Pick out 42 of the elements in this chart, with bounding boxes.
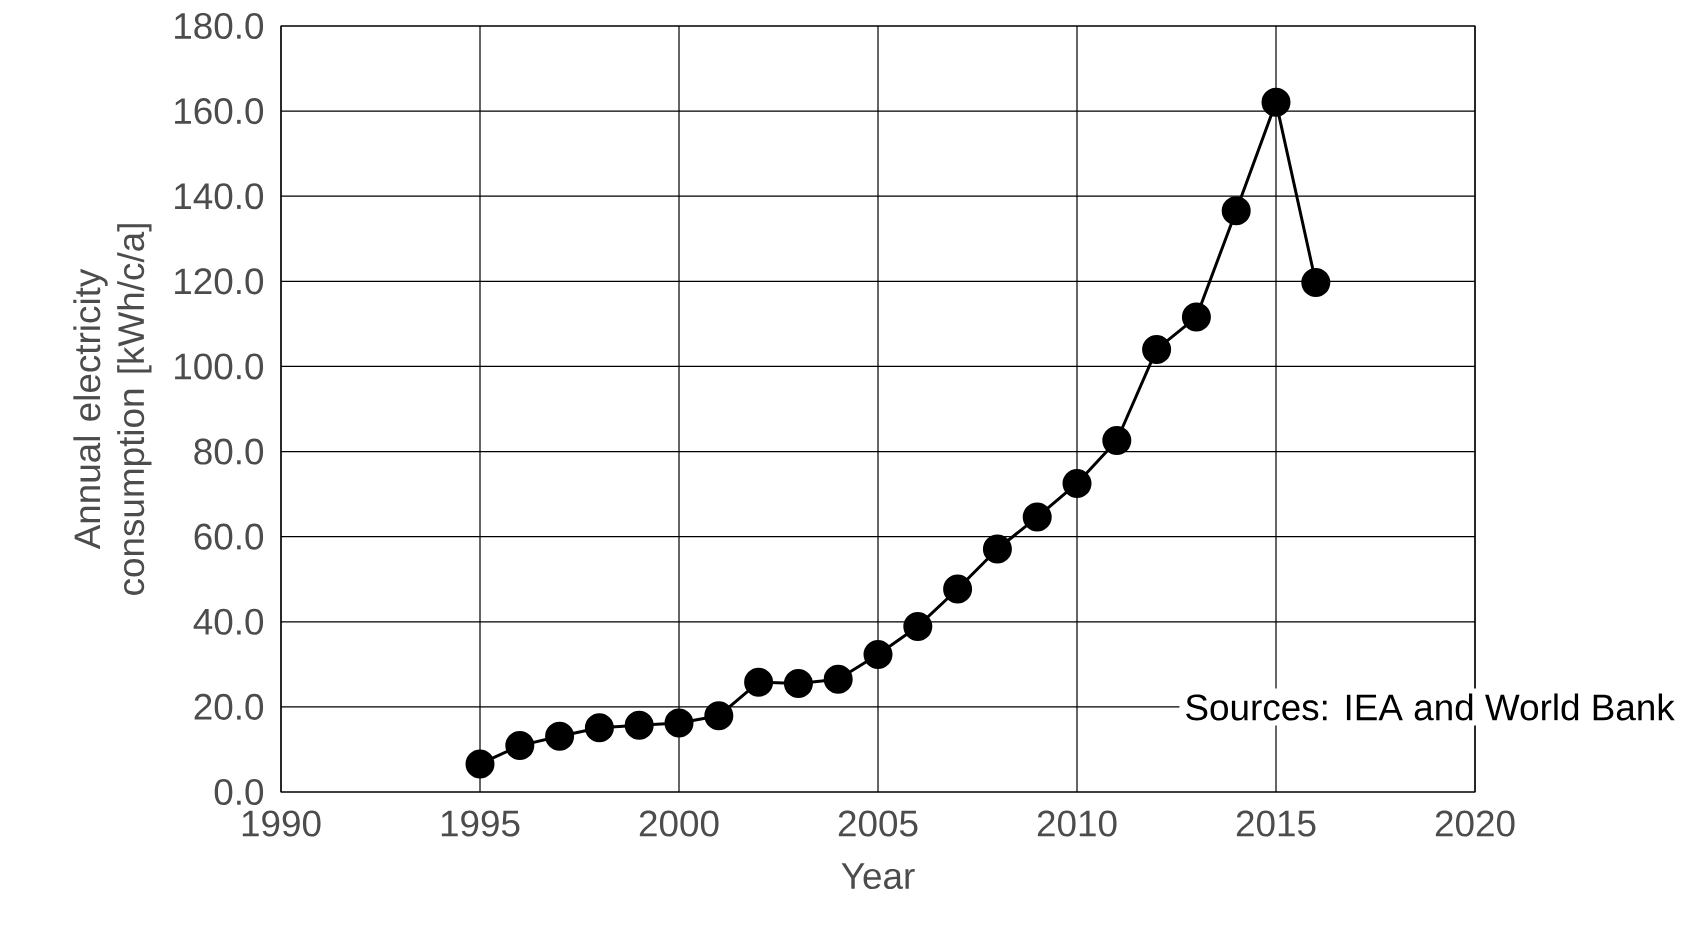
point — [744, 667, 774, 697]
point — [1301, 268, 1331, 298]
point — [664, 708, 694, 738]
point — [1261, 87, 1291, 117]
point — [1142, 334, 1172, 364]
point — [863, 640, 893, 670]
annotation: Sources: IEA and World Bank — [1186, 693, 1675, 721]
point — [624, 710, 654, 740]
point — [1181, 302, 1211, 332]
point — [505, 731, 535, 761]
point — [1221, 196, 1251, 226]
point — [1062, 468, 1092, 498]
x-tick-label: 2000 — [639, 810, 719, 837]
y-tick-label: 180.0 — [175, 12, 264, 40]
point — [704, 701, 734, 731]
point — [1102, 425, 1132, 455]
y-tick-label: 40.0 — [193, 608, 264, 635]
point — [982, 534, 1012, 564]
y-tick-label: 160.0 — [175, 98, 264, 125]
y-tick-label: 140.0 — [175, 183, 264, 210]
point — [783, 668, 813, 698]
x-tick-label: 2010 — [1037, 810, 1117, 837]
x-tick-label: 1990 — [242, 810, 321, 837]
point — [465, 749, 495, 779]
x-tick-label: 2015 — [1236, 810, 1316, 837]
y-tick-label: 100.0 — [175, 353, 264, 380]
x-tick-label: 1995 — [441, 810, 520, 837]
point — [943, 574, 973, 604]
point — [823, 664, 853, 694]
y-tick-label: 80.0 — [194, 438, 264, 465]
x-tick-label: 2005 — [838, 810, 918, 837]
point — [545, 721, 575, 751]
y-tick-label: 120.0 — [175, 268, 264, 295]
x-axis-title: Year — [841, 863, 915, 890]
y-tick-label: 60.0 — [194, 523, 264, 550]
point — [903, 611, 933, 641]
x-tick-label: 2020 — [1435, 810, 1515, 837]
y-axis-title: Annual electricity consumption [kWh/c/a] — [73, 224, 152, 595]
y-tick-label: 0.0 — [214, 778, 264, 806]
point — [1022, 502, 1052, 532]
y-tick-label: 20.0 — [194, 693, 264, 720]
point — [584, 713, 614, 743]
